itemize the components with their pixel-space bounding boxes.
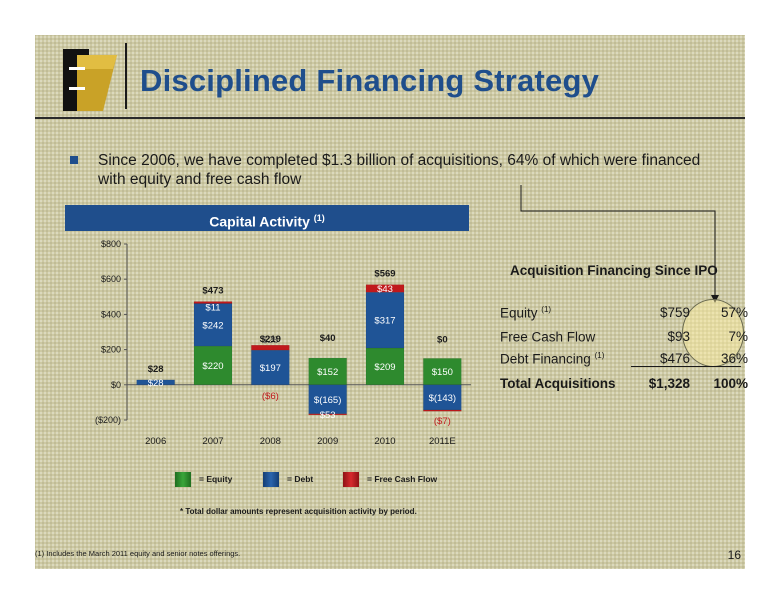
page-number: 16 bbox=[727, 548, 741, 562]
row-amount: $476 bbox=[659, 351, 690, 366]
legend-swatch-free-cash-flow bbox=[343, 472, 359, 487]
bar-total-label: $569 bbox=[374, 269, 395, 280]
legend-swatch-debt bbox=[263, 472, 279, 487]
bar-fcf bbox=[365, 284, 405, 293]
bar-equity bbox=[308, 357, 347, 386]
total-label: Total Acquisitions bbox=[500, 376, 616, 391]
bar-fcf bbox=[251, 344, 290, 351]
bar-debt bbox=[365, 291, 405, 349]
bar-equity bbox=[193, 345, 233, 386]
capital-activity-title: Capital Activity bbox=[209, 213, 310, 230]
bar-debt bbox=[308, 384, 347, 415]
page-title: Disciplined Financing Strategy bbox=[140, 63, 600, 98]
row-label: Equity bbox=[500, 305, 538, 321]
legend-label-free-cash-flow: = Free Cash Flow bbox=[367, 474, 438, 484]
acquisition-row-debt-financing: Debt Financing (1) $476 36% bbox=[500, 351, 750, 371]
x-tick-label: 2011E bbox=[429, 436, 456, 447]
total-percent: 100% bbox=[713, 376, 748, 391]
bar-debt bbox=[423, 384, 462, 411]
bar-total-label: $473 bbox=[202, 286, 223, 297]
bar-label-fcf: $11 bbox=[205, 303, 220, 314]
bar-debt bbox=[193, 303, 233, 347]
row-note: (1) bbox=[594, 351, 605, 360]
bar-label-fcf: $53 bbox=[320, 410, 336, 421]
bar-label-fcf: $28 bbox=[262, 335, 278, 346]
bar-label-debt: $242 bbox=[202, 320, 223, 331]
bar-label-equity: $150 bbox=[432, 367, 453, 378]
bar-total-label: $219 bbox=[260, 334, 281, 345]
chart-footnote: * Total dollar amounts represent acquisi… bbox=[180, 507, 417, 516]
bar-debt bbox=[136, 379, 175, 386]
y-tick-label: $400 bbox=[101, 309, 121, 319]
legend-swatch-equity bbox=[175, 472, 191, 487]
row-note: (1) bbox=[541, 305, 552, 314]
x-tick-label: 2007 bbox=[202, 436, 223, 447]
row-percent: 57% bbox=[720, 305, 748, 320]
x-tick-label: 2009 bbox=[317, 436, 338, 447]
acquisition-row-equity: Equity (1) $759 57% bbox=[500, 305, 750, 325]
title-underline bbox=[35, 117, 745, 119]
bar-label-fcf: ($7) bbox=[434, 416, 451, 427]
company-logo-icon bbox=[63, 49, 117, 111]
footnote: (1) Includes the March 2011 equity and s… bbox=[35, 549, 241, 558]
bar-fcf bbox=[423, 409, 462, 412]
bullet-icon bbox=[70, 156, 78, 164]
capital-activity-banner: Capital Activity (1) bbox=[65, 205, 469, 231]
row-amount: $93 bbox=[667, 329, 690, 344]
y-tick-label: $800 bbox=[101, 239, 121, 249]
bar-total-label: $28 bbox=[148, 364, 164, 375]
legend-label-equity: = Equity bbox=[199, 474, 233, 484]
title-divider bbox=[125, 43, 127, 109]
highlight-circle bbox=[682, 299, 744, 367]
row-amount: $759 bbox=[659, 305, 690, 320]
row-label: Debt Financing bbox=[500, 351, 591, 367]
row-label: Free Cash Flow bbox=[500, 329, 596, 345]
bar-fcf bbox=[193, 301, 233, 304]
bar-extra-label: ($6) bbox=[262, 391, 279, 402]
bullet-text: Since 2006, we have completed $1.3 billi… bbox=[98, 152, 701, 188]
bar-total-label: $40 bbox=[320, 333, 336, 344]
legend-label-debt: = Debt bbox=[287, 474, 314, 484]
bar-fcf bbox=[308, 413, 347, 416]
acquisition-row-free-cash-flow: Free Cash Flow $93 7% bbox=[500, 329, 750, 349]
bar-total-label: $0 bbox=[437, 334, 448, 345]
bar-label-debt: $(143) bbox=[429, 393, 456, 404]
total-amount: $1,328 bbox=[648, 376, 690, 391]
bar-label-debt: $28 bbox=[148, 378, 164, 389]
bar-equity bbox=[423, 358, 462, 386]
bar-label-equity: $209 bbox=[374, 362, 395, 373]
bar-label-equity: $220 bbox=[202, 361, 223, 372]
y-tick-label: $0 bbox=[111, 380, 121, 390]
y-tick-label: $600 bbox=[101, 274, 121, 284]
bar-label-debt: $(165) bbox=[314, 395, 341, 406]
capital-activity-chart: ($200) $0 $200 $400 $600 $800 $28 $28 2006 $220 $2… bbox=[95, 239, 471, 447]
bar-label-debt: $317 bbox=[374, 316, 395, 327]
bar-debt bbox=[251, 349, 290, 386]
y-tick-label: ($200) bbox=[95, 415, 121, 425]
bar-label-equity: $152 bbox=[317, 367, 338, 378]
acquisition-row-total: Total Acquisitions $1,328 100% bbox=[500, 376, 750, 396]
slide: Disciplined Financing Strategy Since 200… bbox=[35, 35, 748, 569]
x-tick-label: 2008 bbox=[260, 436, 281, 447]
row-percent: 36% bbox=[720, 351, 748, 366]
capital-activity-note-marker: (1) bbox=[313, 213, 325, 223]
connector-arrow bbox=[520, 185, 719, 303]
y-tick-label: $200 bbox=[101, 345, 121, 355]
row-percent: 7% bbox=[728, 329, 748, 344]
bar-label-debt: $197 bbox=[260, 363, 281, 374]
x-tick-label: 2006 bbox=[145, 436, 166, 447]
acquisition-total-rule bbox=[631, 366, 741, 367]
acquisition-table-heading: Acquisition Financing Since IPO bbox=[510, 263, 718, 278]
bar-label-fcf: $43 bbox=[377, 284, 393, 295]
x-tick-label: 2010 bbox=[374, 436, 395, 447]
